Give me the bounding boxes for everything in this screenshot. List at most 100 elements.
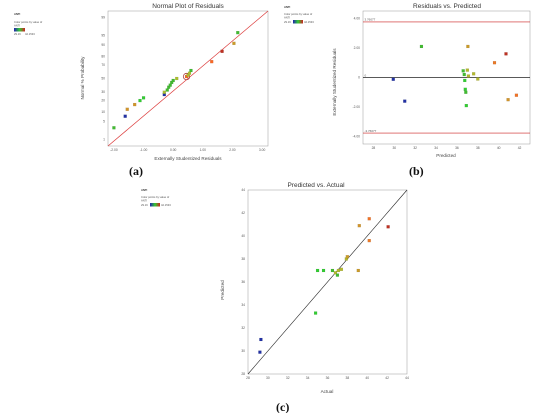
x-axis-label: Externally Studentized Residuals [154, 156, 222, 161]
data-point [391, 77, 395, 81]
x-tick-label: -1.00 [140, 148, 148, 152]
data-point [462, 72, 466, 77]
x-axis-label: Actual [321, 389, 334, 394]
data-point [463, 78, 467, 83]
y-axis-label: Externally Studentized Residuals [332, 48, 337, 116]
data-point [463, 87, 467, 91]
y-tick-label: 20 [101, 99, 105, 103]
highlight-ring [182, 72, 191, 81]
x-tick-label: 0.00 [170, 148, 177, 152]
legend-variable: ANTI [284, 16, 290, 20]
legend-min: 29.16 [141, 203, 148, 207]
legend-min: 29.16 [14, 32, 21, 36]
x-tick-label: 1.00 [200, 148, 207, 152]
legend-min: 29.16 [284, 20, 291, 24]
color-legend-a: ANTI Color points by value of ANTI 29.16… [14, 12, 42, 36]
data-point [315, 268, 320, 273]
data-point [313, 311, 318, 315]
data-point [210, 60, 214, 64]
data-point [220, 49, 224, 53]
y-tick-label: 90 [101, 43, 105, 47]
y-tick-label: 2.00 [354, 46, 361, 50]
y-tick-label: 42 [241, 211, 245, 215]
x-tick-label: 34 [434, 146, 438, 150]
data-point [321, 268, 326, 273]
data-point [464, 90, 468, 94]
y-tick-label: 1 [103, 137, 105, 141]
chart-predicted-vs-actual: Predicted vs. Actual Actual Predicted 28… [220, 182, 409, 394]
data-point [232, 41, 236, 45]
y-tick-label: 95 [101, 33, 105, 37]
y-tick-label: 44 [241, 188, 245, 192]
lower-limit-label: -3.76077 [365, 129, 377, 133]
y-tick-label: 38 [241, 257, 245, 261]
y-tick-label: 5 [103, 120, 105, 124]
data-point [476, 77, 480, 81]
legend-max: 42.1533 [161, 203, 171, 207]
color-legend-c: ANTI Color points by value of ANTI 29.16… [141, 188, 171, 207]
x-tick-label: 34 [306, 376, 310, 380]
data-point [357, 224, 361, 228]
x-tick-label: 3.00 [259, 148, 266, 152]
y-axis-label: Predicted [220, 280, 225, 300]
y-tick-label: 0 [358, 76, 360, 80]
panel-label-b: (b) [409, 164, 424, 178]
x-tick-label: 38 [346, 376, 350, 380]
data-point [171, 78, 175, 83]
legend-caption: Color points by value of [141, 195, 169, 199]
data-point [419, 44, 424, 49]
data-point [162, 90, 166, 94]
plot-area [107, 10, 269, 147]
x-tick-label: 30 [392, 146, 396, 150]
legend-caption: Color points by value of [284, 12, 312, 16]
chart-residuals-vs-predicted: Residuals vs. Predicted Predicted Extern… [332, 3, 531, 158]
y-tick-label: -4.00 [352, 135, 360, 139]
upper-limit-label: 3.76077 [365, 18, 376, 22]
x-tick-label: 36 [326, 376, 330, 380]
x-tick-label: 28 [246, 376, 250, 380]
data-point [189, 68, 193, 73]
y-tick-label: 4.00 [354, 16, 361, 20]
x-tick-label: -2.00 [110, 148, 118, 152]
data-point [466, 44, 470, 49]
data-point [333, 271, 338, 275]
data-point [138, 98, 142, 103]
x-tick-label: 32 [413, 146, 417, 150]
y-tick-label: 70 [101, 63, 105, 67]
y-tick-label: 34 [241, 303, 245, 307]
zero-label: 0 [365, 73, 367, 77]
fit-line [107, 10, 269, 147]
chart-title: Predicted vs. Actual [287, 182, 345, 189]
y-tick-label: 50 [101, 77, 105, 81]
data-point [356, 268, 360, 273]
chart-normal-plot: Normal Plot of Residuals Externally Stud… [80, 3, 269, 161]
y-tick-label: 30 [241, 349, 245, 353]
legend-max: 42.1533 [25, 32, 35, 36]
data-point [339, 267, 344, 271]
data-point [112, 126, 116, 130]
legend-colorbar [293, 20, 303, 24]
data-point [367, 239, 371, 243]
y-tick-label: 28 [241, 372, 245, 376]
data-point [472, 72, 476, 76]
legend-caption: Color points by value of [14, 20, 42, 24]
y-tick-label: 30 [101, 90, 105, 94]
data-point [504, 52, 508, 56]
chart-title: Normal Plot of Residuals [152, 3, 224, 10]
x-tick-label: 42 [518, 146, 522, 150]
data-point [466, 74, 471, 78]
y-tick-label: 36 [241, 280, 245, 284]
x-tick-label: 40 [365, 376, 369, 380]
x-tick-label: 36 [455, 146, 459, 150]
legend-variable: ANTI [141, 199, 147, 203]
data-point [465, 68, 469, 72]
y-tick-label: 10 [101, 110, 105, 114]
data-point [330, 268, 335, 273]
data-point [386, 225, 390, 229]
data-point [259, 337, 263, 342]
legend-heading: ANTI [141, 188, 148, 192]
plot-area [247, 189, 408, 375]
x-tick-label: 38 [476, 146, 480, 150]
x-tick-label: 44 [405, 376, 409, 380]
legend-variable: ANTI [14, 24, 20, 28]
